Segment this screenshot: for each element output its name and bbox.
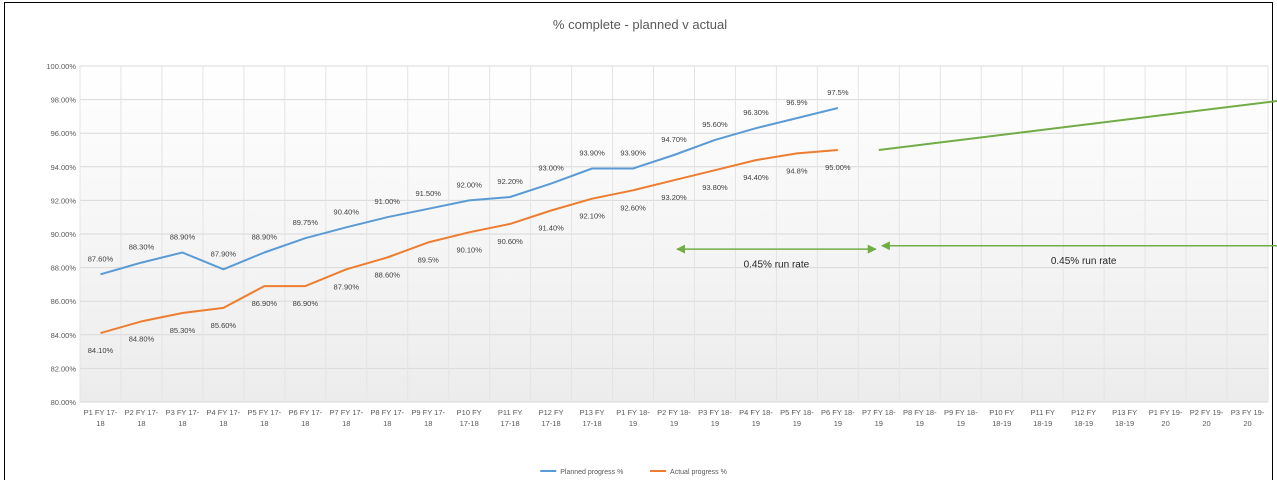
x-tick-label: P4 FY 18-19 bbox=[739, 408, 773, 428]
data-label: 88.90% bbox=[252, 232, 278, 241]
data-label: 97.5% bbox=[827, 88, 849, 97]
run-rate-label: 0.45% run rate bbox=[1051, 256, 1117, 267]
y-tick-label: 88.00% bbox=[51, 264, 77, 273]
data-label: 88.60% bbox=[375, 271, 401, 280]
data-label: 96.9% bbox=[786, 98, 808, 107]
data-label: 86.90% bbox=[293, 299, 319, 308]
data-label: 91.50% bbox=[415, 189, 441, 198]
run-rate-label: 0.45% run rate bbox=[744, 260, 810, 271]
data-label: 92.20% bbox=[497, 177, 523, 186]
data-label: 85.60% bbox=[211, 321, 237, 330]
data-label: 90.40% bbox=[334, 207, 360, 216]
data-label: 96.30% bbox=[743, 108, 769, 117]
x-tick-label: P3 FY 17-18 bbox=[166, 408, 200, 428]
data-label: 87.90% bbox=[334, 282, 360, 291]
series-line bbox=[878, 100, 1277, 151]
x-tick-label: P11 FY 18-19 bbox=[1030, 408, 1054, 428]
x-tick-label: P6 FY 18-19 bbox=[821, 408, 855, 428]
legend-label: Actual progress % bbox=[670, 469, 727, 476]
x-tick-label: P2 FY 18-19 bbox=[657, 408, 691, 428]
data-label: 94.70% bbox=[661, 135, 687, 144]
data-label: 88.90% bbox=[170, 232, 196, 241]
data-label: 90.10% bbox=[456, 245, 482, 254]
data-label: 93.20% bbox=[661, 193, 687, 202]
data-label: 93.90% bbox=[579, 148, 605, 157]
data-label: 94.40% bbox=[743, 173, 769, 182]
data-label: 92.10% bbox=[579, 212, 605, 221]
y-tick-label: 98.00% bbox=[51, 96, 77, 105]
data-label: 90.60% bbox=[497, 237, 523, 246]
data-label: 86.90% bbox=[252, 299, 278, 308]
x-tick-label: P8 FY 18-19 bbox=[903, 408, 937, 428]
y-tick-label: 84.00% bbox=[51, 331, 77, 340]
data-label: 95.60% bbox=[702, 120, 728, 129]
x-tick-label: P12 FY 17-18 bbox=[539, 408, 564, 428]
data-label: 92.60% bbox=[620, 203, 646, 212]
data-label: 93.90% bbox=[620, 148, 646, 157]
data-label: 95.00% bbox=[825, 163, 851, 172]
y-tick-label: 90.00% bbox=[51, 230, 77, 239]
x-tick-label: P6 FY 17-18 bbox=[288, 408, 322, 428]
data-label: 88.30% bbox=[129, 243, 155, 252]
x-tick-label: P8 FY 17-18 bbox=[370, 408, 404, 428]
data-label: 92.00% bbox=[456, 180, 482, 189]
y-tick-label: 82.00% bbox=[51, 364, 77, 373]
x-tick-label: P13 FY 17-18 bbox=[580, 408, 605, 428]
y-tick-label: 80.00% bbox=[51, 398, 77, 407]
x-tick-label: P10 FY 17-18 bbox=[457, 408, 482, 428]
x-tick-label: P7 FY 18-19 bbox=[862, 408, 896, 428]
x-tick-label: P1 FY 19-20 bbox=[1149, 408, 1183, 428]
x-tick-label: P9 FY 17-18 bbox=[411, 408, 445, 428]
x-tick-label: P5 FY 18-19 bbox=[780, 408, 814, 428]
legend-label: Planned progress % bbox=[560, 469, 623, 476]
data-label: 89.5% bbox=[418, 255, 440, 264]
y-tick-label: 100.00% bbox=[46, 62, 76, 71]
data-label: 87.90% bbox=[211, 249, 237, 258]
chart-title: % complete - planned v actual bbox=[553, 17, 727, 32]
x-tick-label: P13 FY 18-19 bbox=[1112, 408, 1137, 428]
x-tick-label: P7 FY 17-18 bbox=[329, 408, 363, 428]
data-label: 85.30% bbox=[170, 326, 196, 335]
data-label: 93.00% bbox=[538, 164, 564, 173]
data-label: 91.00% bbox=[375, 197, 401, 206]
x-tick-label: P1 FY 17-18 bbox=[84, 408, 118, 428]
x-tick-label: P3 FY 19-20 bbox=[1231, 408, 1265, 428]
data-label: 91.40% bbox=[538, 223, 564, 232]
x-tick-label: P2 FY 17-18 bbox=[125, 408, 159, 428]
x-tick-label: P5 FY 17-18 bbox=[248, 408, 282, 428]
x-tick-label: P3 FY 18-19 bbox=[698, 408, 732, 428]
data-label: 84.10% bbox=[88, 346, 114, 355]
series-line bbox=[100, 107, 839, 276]
data-label: 93.80% bbox=[702, 183, 728, 192]
data-label: 89.75% bbox=[293, 218, 319, 227]
x-tick-label: P2 FY 19-20 bbox=[1190, 408, 1224, 428]
x-tick-label: P9 FY 18-19 bbox=[944, 408, 978, 428]
series-line bbox=[100, 149, 838, 335]
data-label: 87.60% bbox=[88, 254, 114, 263]
x-tick-label: P11 FY 17-18 bbox=[498, 408, 522, 428]
data-label: 94.8% bbox=[786, 166, 808, 175]
y-tick-label: 96.00% bbox=[51, 129, 77, 138]
y-tick-label: 94.00% bbox=[51, 163, 77, 172]
data-label: 84.80% bbox=[129, 334, 155, 343]
x-tick-label: P12 FY 18-19 bbox=[1071, 408, 1096, 428]
y-tick-label: 92.00% bbox=[51, 196, 77, 205]
y-tick-label: 86.00% bbox=[51, 297, 77, 306]
x-tick-label: P1 FY 18-19 bbox=[616, 408, 650, 428]
x-tick-label: P10 FY 18-19 bbox=[989, 408, 1014, 428]
x-tick-label: P4 FY 17-18 bbox=[207, 408, 241, 428]
